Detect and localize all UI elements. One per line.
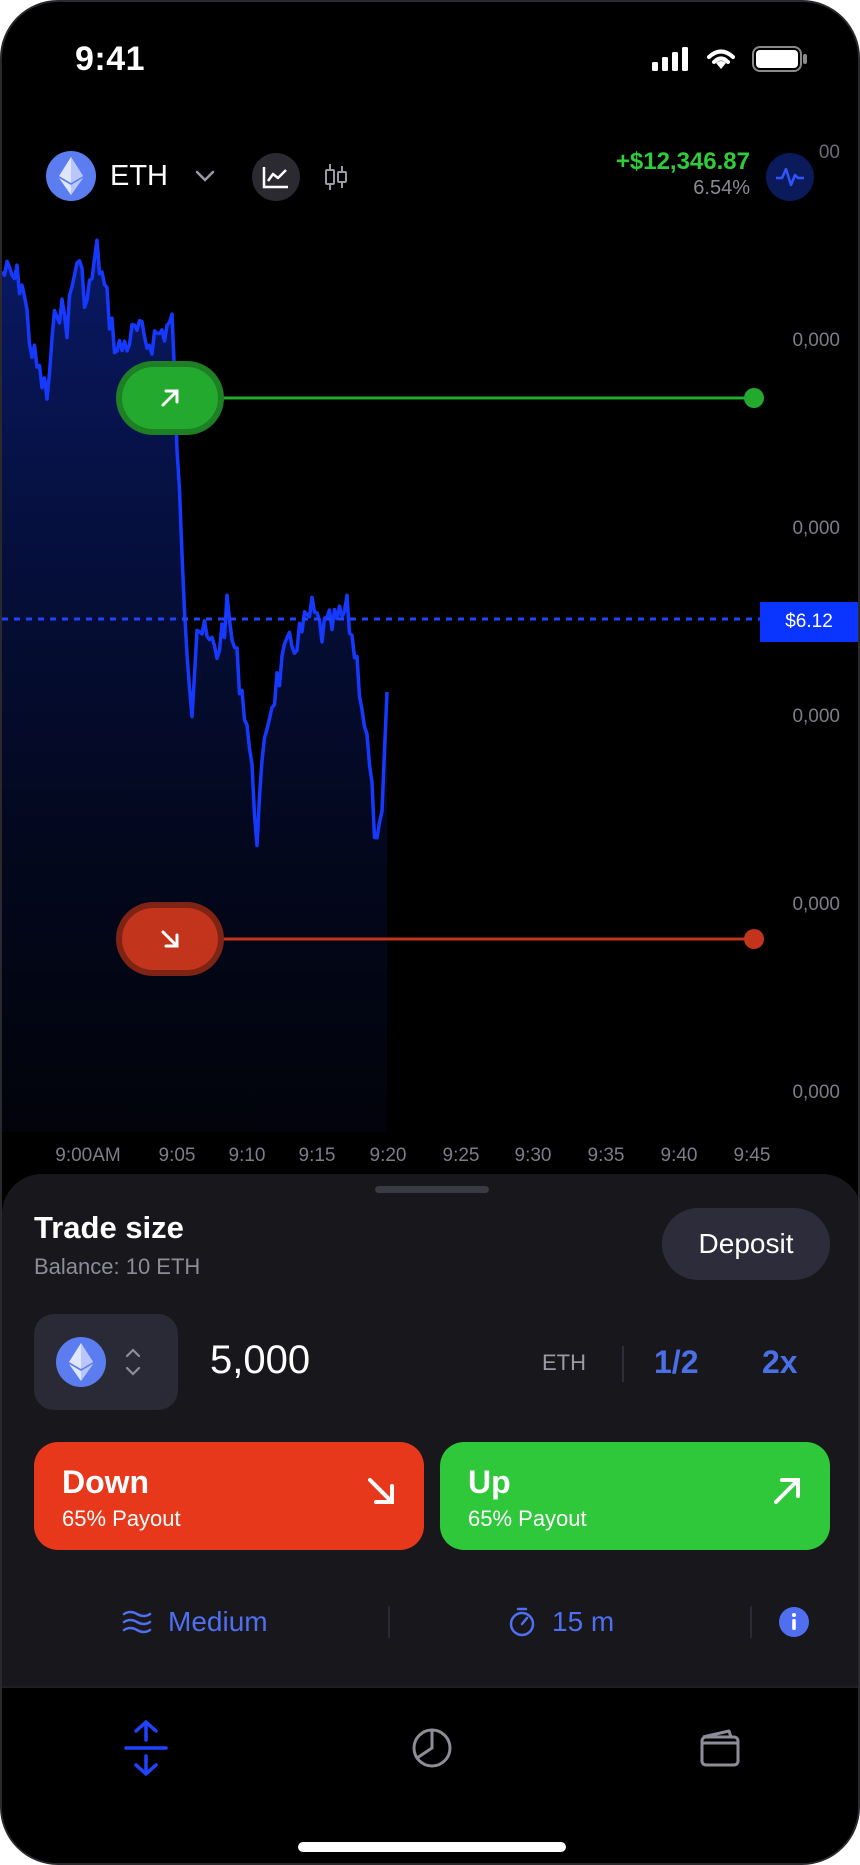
pnl-summary: +$12,346.87 6.54% [616, 148, 750, 200]
trade-icon [124, 1720, 168, 1776]
status-time: 9:41 [75, 40, 146, 78]
double-amount-button[interactable]: 2x [762, 1344, 798, 1380]
trade-size-title: Trade size [34, 1210, 184, 1245]
x-axis-label: 9:10 [228, 1145, 266, 1166]
y-axis-label: 0,000 [792, 706, 840, 727]
duration-label: 15 m [552, 1606, 615, 1637]
chevron-up-down-icon [125, 1348, 141, 1376]
arrow-down-right-icon [161, 930, 179, 948]
asset-selector[interactable] [34, 1314, 178, 1410]
chevron-down-icon [195, 170, 215, 182]
deposit-button[interactable]: Deposit [662, 1208, 830, 1280]
info-button[interactable] [778, 1594, 810, 1650]
line-chart-icon [262, 167, 288, 189]
duration-option[interactable]: 15 m [508, 1594, 614, 1650]
coin-selector[interactable]: ETH [32, 144, 230, 208]
down-target-dot [744, 929, 764, 949]
eth-icon [46, 151, 96, 201]
tab-trade[interactable] [116, 1718, 176, 1778]
trade-options: Medium 15 m [2, 1594, 858, 1650]
candlestick-toggle[interactable] [312, 153, 360, 201]
divider [388, 1606, 390, 1638]
signal-icon [652, 47, 688, 71]
y-axis-label: 0,000 [792, 894, 840, 915]
current-price-tag: $6.12 [760, 602, 858, 642]
balance-text: Balance: 10 ETH [34, 1254, 201, 1279]
x-axis-label: 9:00AM [55, 1145, 121, 1166]
x-axis-label: 9:20 [369, 1145, 407, 1166]
y-axis-label: 0,000 [792, 518, 840, 539]
price-chart[interactable] [2, 232, 860, 1132]
portfolio-icon [412, 1728, 452, 1768]
arrow-up-right-icon [161, 389, 179, 407]
sheet-handle[interactable] [375, 1186, 489, 1193]
pnl-percent: 6.54% [693, 177, 750, 199]
status-bar: 9:41 [2, 2, 858, 112]
divider [750, 1606, 752, 1638]
down-button[interactable]: Down 65% Payout [34, 1442, 424, 1550]
status-icons [652, 46, 808, 72]
up-target-dot [744, 388, 764, 408]
x-axis-label: 9:40 [660, 1145, 698, 1166]
line-chart-toggle[interactable] [252, 153, 300, 201]
price-line [2, 238, 389, 848]
divider [622, 1346, 624, 1382]
x-axis-label: 9:35 [587, 1145, 625, 1166]
up-target-marker[interactable] [122, 367, 218, 429]
down-target-marker[interactable] [122, 908, 218, 970]
volatility-label: Medium [168, 1606, 268, 1637]
y-axis-label: 0,000 [792, 1082, 840, 1103]
tab-portfolio[interactable] [402, 1718, 462, 1778]
x-axis-label: 9:25 [442, 1145, 480, 1166]
amount-input[interactable]: 5,000 [210, 1338, 311, 1382]
y-axis-label: 0,000 [792, 330, 840, 351]
pnl-value: +$12,346.87 [615, 148, 750, 175]
activity-button[interactable] [766, 153, 814, 201]
up-payout: 65% Payout [468, 1506, 587, 1531]
waves-icon [122, 1610, 152, 1634]
volatility-option[interactable]: Medium [122, 1594, 268, 1650]
arrow-up-right-icon [774, 1478, 800, 1504]
home-indicator [298, 1842, 566, 1852]
coin-name: ETH [110, 159, 168, 192]
up-button[interactable]: Up 65% Payout [440, 1442, 830, 1550]
top-axis-label: 00 [818, 142, 840, 163]
eth-icon [56, 1337, 106, 1387]
x-axis-label: 9:15 [298, 1145, 336, 1166]
candlestick-icon [325, 164, 347, 190]
info-icon [779, 1607, 809, 1637]
tab-wallet[interactable] [690, 1718, 750, 1778]
x-axis-label: 9:05 [158, 1145, 196, 1166]
half-amount-button[interactable]: 1/2 [654, 1344, 699, 1380]
wallet-icon [700, 1729, 740, 1767]
pulse-icon [776, 167, 804, 187]
tab-bar [2, 1686, 858, 1863]
trade-sheet: Trade size Balance: 10 ETH Deposit 5,000… [2, 1174, 858, 1686]
down-label: Down [62, 1464, 150, 1500]
wifi-icon [707, 49, 735, 69]
amount-unit: ETH [542, 1350, 586, 1375]
x-axis-label: 9:45 [733, 1145, 771, 1166]
battery-icon [752, 46, 807, 72]
stopwatch-icon [509, 1607, 535, 1637]
up-label: Up [468, 1464, 511, 1500]
arrow-down-right-icon [368, 1478, 394, 1504]
down-payout: 65% Payout [62, 1506, 181, 1531]
x-axis-label: 9:30 [514, 1145, 552, 1166]
